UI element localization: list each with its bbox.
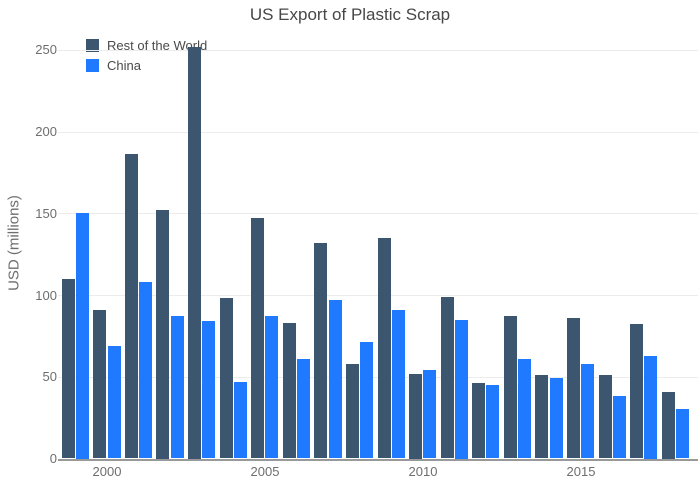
bar-rest-of-the-world-2012 [472, 383, 486, 459]
legend-item-china[interactable]: China [86, 55, 207, 75]
bar-china-2013 [518, 358, 531, 459]
bar-china-2002 [170, 316, 184, 459]
bar-china-2018 [675, 409, 689, 459]
legend-item-rest-of-the-world[interactable]: Rest of the World [86, 35, 207, 55]
bar-china-1999 [75, 213, 89, 459]
legend-label: China [107, 57, 141, 73]
legend-label: Rest of the World [107, 37, 208, 53]
bar-rest-of-the-world-2014 [535, 375, 549, 459]
bar-china-2009 [391, 309, 405, 459]
bar-china-2005 [265, 316, 279, 459]
bar-china-2011 [454, 319, 468, 459]
chart-title: US Export of Plastic Scrap [249, 5, 451, 24]
bar-rest-of-the-world-2000 [93, 309, 107, 459]
bar-rest-of-the-world-2005 [251, 218, 265, 459]
legend-swatch-china [86, 58, 99, 72]
bar-rest-of-the-world-2006 [282, 322, 296, 459]
bar-rest-of-the-world-2015 [567, 317, 580, 459]
bar-china-2010 [423, 370, 437, 459]
x-axis-line [58, 459, 698, 461]
bar-china-2006 [297, 358, 310, 459]
bar-china-2008 [360, 342, 374, 459]
bar-rest-of-the-world-2018 [661, 391, 675, 459]
bar-rest-of-the-world-2002 [156, 210, 170, 459]
bar-rest-of-the-world-2010 [409, 373, 423, 459]
bar-china-2017 [644, 355, 658, 459]
y-tick-label-50: 50 [42, 369, 57, 384]
gridline-150 [58, 213, 698, 214]
x-tick-label-2015: 2015 [566, 464, 596, 479]
bar-rest-of-the-world-2017 [630, 324, 644, 459]
bar-china-2003 [202, 321, 216, 459]
bar-rest-of-the-world-2016 [598, 375, 612, 459]
bar-rest-of-the-world-1999 [61, 278, 75, 459]
bar-rest-of-the-world-2003 [188, 46, 201, 459]
bar-china-2014 [549, 378, 563, 459]
legend-swatch-rest-of-the-world [86, 38, 99, 52]
x-tick-label-2000: 2000 [92, 464, 122, 479]
bar-china-2012 [486, 384, 500, 459]
bar-rest-of-the-world-2001 [124, 154, 138, 459]
x-tick-label-2010: 2010 [408, 464, 438, 479]
y-tick-label-100: 100 [35, 288, 57, 303]
bar-rest-of-the-world-2009 [377, 237, 391, 459]
bar-china-2001 [139, 281, 153, 459]
bar-china-2004 [233, 381, 247, 459]
bar-rest-of-the-world-2011 [440, 296, 454, 459]
bar-rest-of-the-world-2013 [503, 316, 517, 459]
legend: Rest of the World China [86, 35, 207, 75]
x-tick-label-2005: 2005 [250, 464, 280, 479]
bar-rest-of-the-world-2007 [314, 242, 328, 459]
y-tick-label-200: 200 [35, 124, 57, 139]
gridline-200 [58, 132, 698, 133]
y-tick-label-0: 0 [49, 451, 57, 466]
bar-china-2000 [107, 345, 121, 459]
bar-rest-of-the-world-2008 [345, 363, 359, 459]
bar-rest-of-the-world-2004 [219, 298, 233, 459]
gridline-250 [58, 50, 698, 51]
bar-china-2015 [581, 363, 595, 459]
bar-china-2007 [328, 299, 342, 459]
y-tick-label-250: 250 [35, 42, 57, 57]
y-tick-label-150: 150 [35, 206, 57, 221]
bar-china-2016 [612, 396, 626, 459]
